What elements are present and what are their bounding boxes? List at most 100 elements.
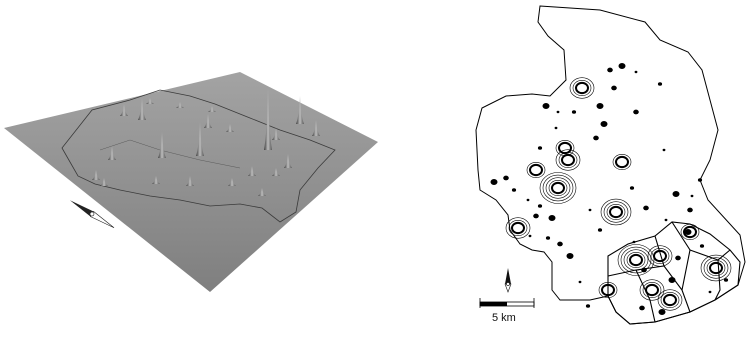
event-point [537,204,543,208]
density-peak [208,106,216,112]
contour-ring [706,259,726,276]
event-point [664,218,668,222]
density-peak [296,96,304,124]
density-peak [248,166,256,176]
event-point [675,255,681,261]
event-point [526,198,530,202]
event-point [490,179,498,185]
event-point [662,148,666,152]
contour-ring [542,174,574,202]
density-peak [146,98,154,104]
event-point [618,63,626,69]
event-point [554,126,558,130]
event-point [697,178,703,182]
contour-ring [551,181,565,195]
event-point [699,244,705,248]
region-boundary [61,89,336,223]
contour-ring [555,140,575,157]
contour-ring [657,289,683,311]
density-peaks [92,88,320,196]
density-peak [312,120,320,136]
contour-ring [700,254,732,282]
event-point [639,305,645,311]
contour-ring [569,77,595,99]
event-point [556,110,560,114]
event-point [658,309,666,315]
contour-ring [529,163,543,177]
contour-ring [511,221,525,235]
scale-bar-label: 5 km [492,312,516,324]
contour-ring [642,281,662,298]
density-peak [264,88,272,150]
event-point [593,135,599,141]
density-peak [120,104,128,116]
density-peak [152,176,160,184]
map-region-boundary [475,5,746,325]
contour-ring [645,283,659,297]
event-point [537,146,543,150]
contour-ring [575,81,589,95]
density-peak [272,128,280,140]
contour-map: 5 km [440,0,747,343]
contour-ring [663,293,677,307]
contour-ring [555,149,581,171]
event-point [690,194,694,198]
event-point [607,67,613,73]
contour-ring [600,198,632,226]
event-point [597,228,603,232]
contour-ring [629,253,643,267]
contour-ring [703,257,729,279]
event-point [643,205,649,211]
event-point [503,175,509,181]
density-peak [108,146,116,160]
contour-ring [526,162,546,179]
contour-ring [623,249,649,271]
contour-ring [603,201,629,223]
density-peak [100,178,108,186]
event-points [490,63,729,315]
density-contours [505,77,732,311]
event-point [611,85,617,91]
density-peak [204,114,212,128]
event-point [684,229,692,235]
contour-ring [606,204,626,221]
contour-ring [617,244,655,276]
contour-ring [545,177,571,199]
event-point [657,82,663,86]
event-point [533,213,539,219]
contour-ring [647,245,673,267]
density-surface-svg [4,72,378,292]
event-point [542,103,550,109]
density-peak [226,124,234,132]
scale-bar [479,298,535,308]
event-point [600,121,608,127]
event-point [578,280,582,284]
event-point [708,290,712,294]
density-peak [196,122,204,156]
contour-ring [601,283,615,297]
contour-ring [620,246,652,274]
contour-ring [558,141,572,155]
density-peak [272,168,280,176]
event-point [596,103,604,109]
event-point [633,109,639,115]
event-point [723,278,729,282]
contour-ring [598,281,618,298]
event-point [548,215,556,221]
contour-ring [539,172,577,204]
contour-ring [548,180,568,197]
density-peak [158,132,166,158]
event-point [687,207,693,213]
density-peak [186,176,194,186]
contour-map-svg [475,5,746,325]
contour-ring [615,155,629,169]
contour-ring [650,248,670,265]
event-point [588,208,592,212]
contour-ring [609,205,623,219]
contour-ring [683,225,697,239]
event-point [641,267,647,273]
contour-ring [612,154,632,171]
density-surface-3d [4,72,378,292]
event-point [511,188,517,192]
event-point [632,240,636,244]
